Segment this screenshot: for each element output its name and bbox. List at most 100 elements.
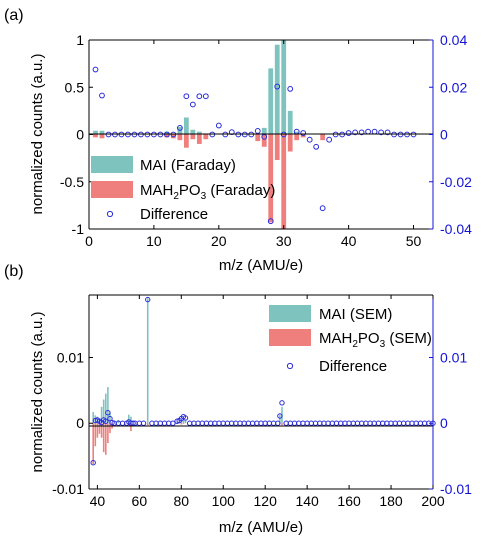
x-tick-label: 50	[406, 233, 422, 249]
difference-point	[182, 415, 189, 421]
mah2po3-bar	[96, 423, 99, 438]
mah2po3-bar	[94, 423, 97, 447]
panel-b-difference-points	[90, 296, 436, 466]
legend-a-mah2po3-main: MAH	[140, 182, 173, 199]
difference-point	[107, 415, 113, 422]
difference-point	[306, 136, 313, 143]
legend-b-mah2po3-sub1: 2	[352, 339, 358, 350]
mah2po3-bar	[99, 134, 105, 139]
difference-point	[215, 122, 222, 129]
mah2po3-bar	[274, 134, 280, 161]
mai-bar	[92, 412, 94, 424]
difference-point	[145, 296, 151, 303]
difference-point	[345, 130, 352, 136]
legend-a-mai-label: MAI (Faraday)	[140, 157, 236, 174]
mai-bar	[196, 131, 202, 135]
mah2po3-bar	[182, 423, 185, 424]
mai-bar	[261, 127, 267, 135]
mah2po3-bar	[170, 134, 176, 139]
mai-bar	[130, 416, 132, 424]
difference-point	[267, 218, 274, 225]
mai-bar	[183, 117, 189, 135]
legend-a-mah2po3-tail: (Faraday)	[206, 182, 275, 199]
difference-point	[254, 128, 261, 134]
panel-b-y2-ticks: -0.01 0 0.01	[429, 349, 472, 497]
mai-bar	[109, 412, 111, 424]
x-tick-label: 0	[85, 233, 93, 249]
mai-bar	[190, 129, 196, 135]
mah2po3-bar	[287, 134, 293, 152]
legend-b-mah2po3-mid: PO	[358, 330, 380, 347]
y-tick-label: -0.5	[60, 174, 84, 190]
mai-bar	[102, 399, 105, 424]
panel-a-label: (a)	[4, 7, 24, 24]
x-tick-label: 60	[132, 493, 148, 509]
mah2po3-bar	[146, 423, 149, 426]
legend-a-mah2po3-label: MAH2PO3 (Faraday)	[140, 182, 275, 202]
panel-b: (b) 40 60 80 100 120 140 160 180 200 -0.0100.01 …	[4, 263, 472, 536]
panel-b-x-axis-label: m/z (AMU/e)	[219, 519, 303, 536]
legend-a-mah2po3-sub2: 3	[201, 191, 207, 202]
mah2po3-bar	[261, 134, 267, 147]
x-tick-label: 80	[174, 493, 190, 509]
mai-bar	[93, 130, 98, 135]
legend-b-mah2po3-swatch	[269, 329, 311, 346]
difference-point	[92, 66, 99, 73]
y-tick-label: 0.5	[65, 79, 85, 95]
legend-b-mai-label: MAI (SEM)	[319, 306, 392, 323]
difference-point	[196, 93, 203, 100]
difference-point	[319, 205, 326, 212]
difference-point	[326, 136, 333, 143]
mah2po3-bar	[102, 423, 105, 453]
y-tick-label: 0	[76, 127, 84, 143]
x-tick-label: 40	[341, 233, 357, 249]
difference-point	[183, 93, 190, 100]
x-tick-label: 200	[421, 493, 445, 509]
mai-bar	[164, 131, 170, 135]
panel-a-y-axis-label: normalized counts (a.u.)	[29, 54, 46, 215]
legend-a-mah2po3-sub1: 2	[173, 191, 179, 202]
mai-bar	[146, 298, 149, 424]
y2-tick-label: 0.01	[440, 349, 467, 365]
y2-tick-label: 0.02	[440, 79, 467, 95]
x-tick-label: 120	[254, 493, 278, 509]
difference-point	[365, 128, 371, 135]
difference-point	[279, 400, 285, 406]
difference-point	[90, 459, 96, 466]
panel-a-bars	[93, 40, 326, 229]
mai-bar	[268, 68, 274, 135]
mai-bar	[287, 110, 293, 135]
mah2po3-bar	[268, 134, 274, 223]
mai-bar	[176, 421, 178, 424]
legend-a-difference-marker	[106, 210, 114, 218]
panel-a-difference-points	[92, 66, 417, 225]
mai-bar	[182, 419, 185, 424]
y2-tick-label: 0.04	[440, 32, 467, 48]
difference-point	[378, 129, 384, 136]
panel-a-x-ticks: 0 10 20 30 40 50	[85, 40, 422, 249]
difference-point	[352, 129, 359, 136]
mah2po3-bar	[183, 134, 189, 148]
panel-b-y-ticks: -0.01 0 0.01	[52, 349, 93, 497]
legend-b-mah2po3-label: MAH2PO3 (SEM)	[319, 330, 432, 350]
legend-a-mah2po3-swatch	[91, 181, 133, 198]
panel-a-x-axis-label: m/z (AMU/e)	[219, 257, 303, 274]
mai-bar	[184, 420, 187, 424]
mah2po3-bar	[190, 134, 196, 140]
difference-point	[202, 93, 209, 100]
y-tick-label: 0.01	[57, 349, 84, 365]
mai-bar	[274, 44, 280, 135]
x-tick-label: 40	[90, 493, 106, 509]
panel-b-label: (b)	[4, 263, 24, 280]
panel-a-y2-ticks: -0.04 -0.02 0 0.02 0.04	[429, 32, 472, 237]
difference-point	[228, 129, 235, 136]
legend-a-difference-label: Difference	[140, 206, 208, 223]
difference-point	[313, 143, 320, 150]
legend-b-difference-label: Difference	[319, 358, 387, 375]
y-tick-label: 0	[76, 415, 84, 431]
difference-point	[176, 124, 183, 131]
difference-point	[170, 420, 176, 426]
mai-bar	[107, 387, 109, 424]
panel-b-y-axis-label: normalized counts (a.u.)	[29, 312, 46, 473]
